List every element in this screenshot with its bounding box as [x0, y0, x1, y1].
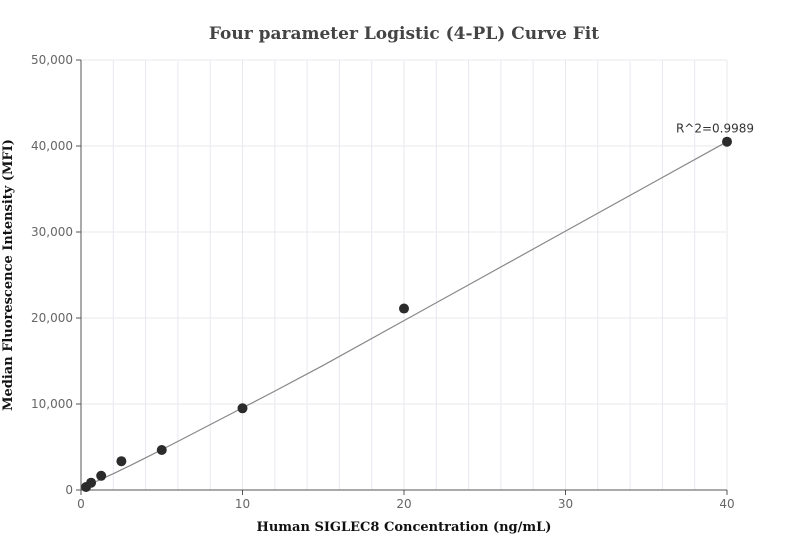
x-tick-label: 40 [719, 497, 734, 511]
x-axis-label: Human SIGLEC8 Concentration (ng/mL) [257, 520, 552, 535]
data-point [86, 477, 97, 488]
y-tick-label: 50,000 [31, 53, 73, 67]
x-tick-label: 10 [235, 497, 250, 511]
grid [80, 59, 728, 491]
y-tick-label: 20,000 [31, 311, 73, 325]
x-tick-label: 30 [558, 497, 573, 511]
data-point [722, 136, 732, 147]
fit-curve [80, 141, 728, 488]
data-point [96, 470, 107, 481]
y-tick-label: 0 [65, 483, 73, 497]
data-point [399, 303, 409, 314]
data-point [116, 456, 127, 467]
data-point [237, 403, 248, 414]
fit-curve-layer [80, 141, 728, 488]
r-squared-annotation: R^2=0.9989 [676, 122, 754, 136]
y-tick-label: 40,000 [31, 139, 73, 153]
y-tick-label: 30,000 [31, 225, 73, 239]
tick-labels: 0 10,000 20,000 30,000 40,000 50,000 0 10 20 30 40 [31, 53, 735, 511]
x-tick-label: 0 [77, 497, 85, 511]
x-tick-label: 20 [396, 497, 411, 511]
data-points [81, 136, 732, 492]
chart-title: Four parameter Logistic (4-PL) Curve Fit [209, 24, 599, 44]
y-tick-label: 10,000 [31, 397, 73, 411]
axes [76, 59, 728, 495]
data-point [156, 445, 167, 456]
y-axis-label: Median Fluorescence Intensity (MFI) [1, 139, 16, 411]
